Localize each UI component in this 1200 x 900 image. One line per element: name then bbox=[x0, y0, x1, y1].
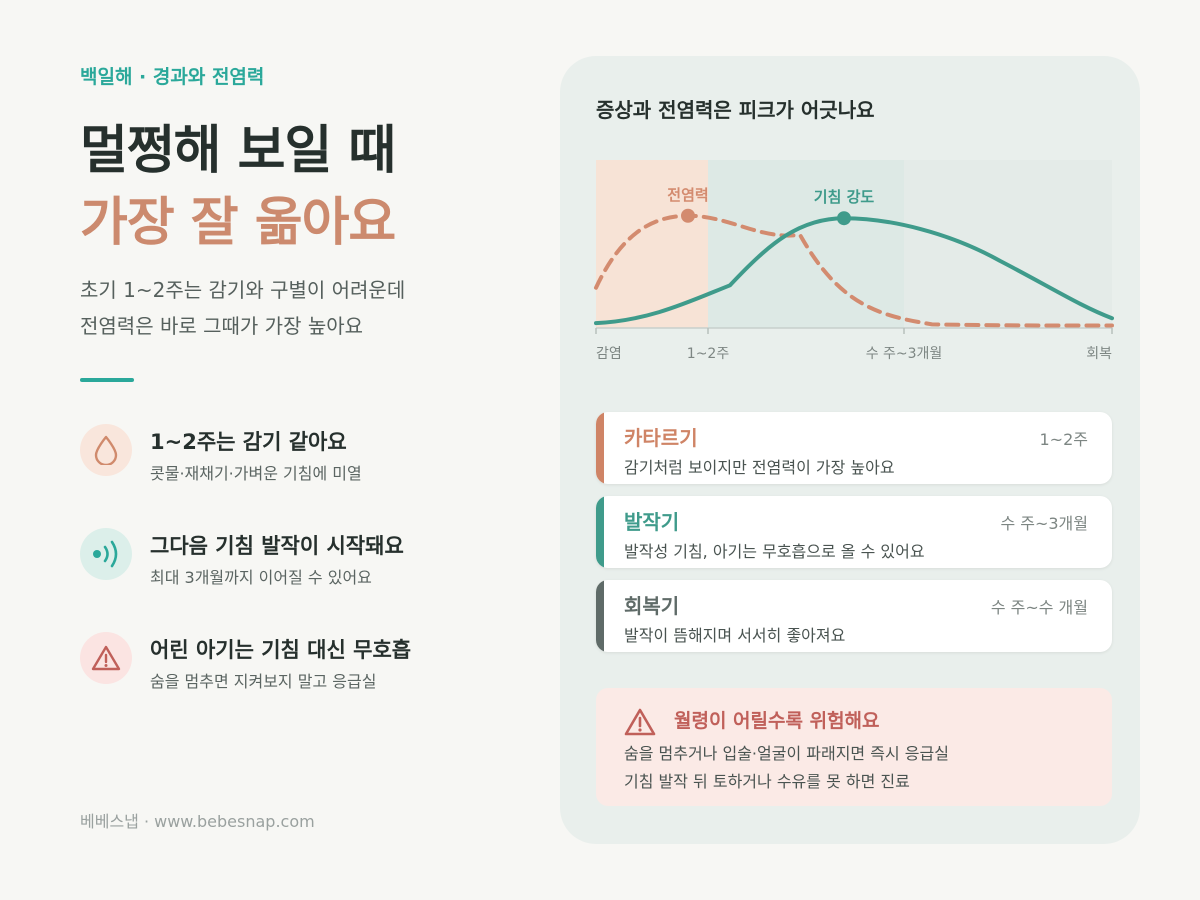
feature-apnea: 어린 아기는 기침 대신 무호흡 숨을 멈추면 지켜보지 말고 응급실 bbox=[80, 632, 500, 692]
x-tick-label: 회복 bbox=[1086, 346, 1112, 362]
headline-line-1: 멀쩡해 보일 때 bbox=[80, 121, 396, 181]
stage-card-catarrhal: 카타르기 감기처럼 보이지만 전염력이 가장 높아요 1~2주 bbox=[596, 412, 1112, 484]
droplet-icon bbox=[80, 424, 132, 476]
headline-line-2: 가장 잘 옮아요 bbox=[80, 193, 396, 253]
warning-title: 월령이 어릴수록 위험해요 bbox=[674, 710, 880, 732]
stage-period: 수 주~3개월 bbox=[1000, 514, 1088, 533]
stage-card-convalescent: 회복기 발작이 뜸해지며 서서히 좋아져요 수 주~수 개월 bbox=[596, 580, 1112, 652]
footer-credit: 베베스냅 · www.bebesnap.com bbox=[80, 812, 315, 831]
x-tick-label: 감염 bbox=[596, 346, 622, 362]
x-tick-label: 1~2주 bbox=[687, 346, 730, 362]
feature-cold-like: 1~2주는 감기 같아요 콧물·재채기·가벼운 기침에 미열 bbox=[80, 424, 500, 484]
stage-color-bar bbox=[596, 580, 604, 652]
stage-color-bar bbox=[596, 412, 604, 484]
feature-cough-attack: 그다음 기침 발작이 시작돼요 최대 3개월까지 이어질 수 있어요 bbox=[80, 528, 500, 588]
feature-title: 1~2주는 감기 같아요 bbox=[150, 430, 347, 454]
series-label-infectivity: 전염력 bbox=[667, 186, 708, 204]
series-line-infectivity bbox=[594, 213, 1114, 328]
peak-marker-infectivity bbox=[681, 208, 695, 223]
x-tick-label: 수 주~3개월 bbox=[866, 346, 943, 362]
series-label-cough: 기침 강도 bbox=[814, 188, 875, 206]
stage-desc: 발작이 뜸해지며 서서히 좋아져요 bbox=[624, 626, 846, 645]
info-panel: 증상과 전염력은 피크가 어긋나요 감염 1~2주 수 주~3개월 회복 전염력 기침… bbox=[560, 56, 1140, 844]
stage-desc: 발작성 기침, 아기는 무호흡으로 올 수 있어요 bbox=[624, 542, 925, 561]
warning-line-1: 숨을 멈추거나 입술·얼굴이 파래지면 즉시 응급실 bbox=[624, 744, 949, 763]
feature-title: 그다음 기침 발작이 시작돼요 bbox=[150, 534, 404, 558]
feature-title: 어린 아기는 기침 대신 무호흡 bbox=[150, 638, 412, 662]
left-column: 백일해 · 경과와 전염력 멀쩡해 보일 때 가장 잘 옮아요 초기 1~2주는… bbox=[80, 0, 500, 900]
lead-line-2: 전염력은 바로 그때가 가장 높아요 bbox=[80, 314, 364, 338]
accent-divider bbox=[80, 378, 134, 382]
lead-line-1: 초기 1~2주는 감기와 구별이 어려운데 bbox=[80, 278, 406, 302]
stage-desc: 감기처럼 보이지만 전염력이 가장 높아요 bbox=[624, 458, 895, 477]
warning-icon bbox=[80, 632, 132, 684]
peak-marker-cough bbox=[837, 211, 851, 226]
timeline-chart: 감염 1~2주 수 주~3개월 회복 전염력 기침 강도 bbox=[594, 160, 1114, 362]
warning-box: 월령이 어릴수록 위험해요 숨을 멈추거나 입술·얼굴이 파래지면 즉시 응급실… bbox=[596, 688, 1112, 806]
warning-line-2: 기침 발작 뒤 토하거나 수유를 못 하면 진료 bbox=[624, 772, 910, 791]
stage-name: 회복기 bbox=[624, 594, 680, 618]
x-ticks: 감염 1~2주 수 주~3개월 회복 bbox=[595, 328, 1113, 362]
stage-period: 수 주~수 개월 bbox=[990, 598, 1088, 617]
lead-text: 초기 1~2주는 감기와 구별이 어려운데 전염력은 바로 그때가 가장 높아요 bbox=[80, 272, 405, 344]
feature-subtitle: 숨을 멈추면 지켜보지 말고 응급실 bbox=[150, 672, 377, 691]
stage-color-bar bbox=[596, 496, 604, 568]
sound-wave-icon bbox=[80, 528, 132, 580]
kicker: 백일해 · 경과와 전염력 bbox=[80, 66, 265, 88]
warning-icon bbox=[624, 708, 656, 740]
stage-name: 발작기 bbox=[624, 510, 680, 534]
stage-period: 1~2주 bbox=[1039, 430, 1089, 449]
stage-name: 카타르기 bbox=[624, 426, 698, 450]
feature-subtitle: 콧물·재채기·가벼운 기침에 미열 bbox=[150, 464, 362, 483]
panel-title: 증상과 전염력은 피크가 어긋나요 bbox=[596, 98, 875, 122]
feature-subtitle: 최대 3개월까지 이어질 수 있어요 bbox=[150, 568, 372, 587]
stage-card-paroxysmal: 발작기 발작성 기침, 아기는 무호흡으로 올 수 있어요 수 주~3개월 bbox=[596, 496, 1112, 568]
